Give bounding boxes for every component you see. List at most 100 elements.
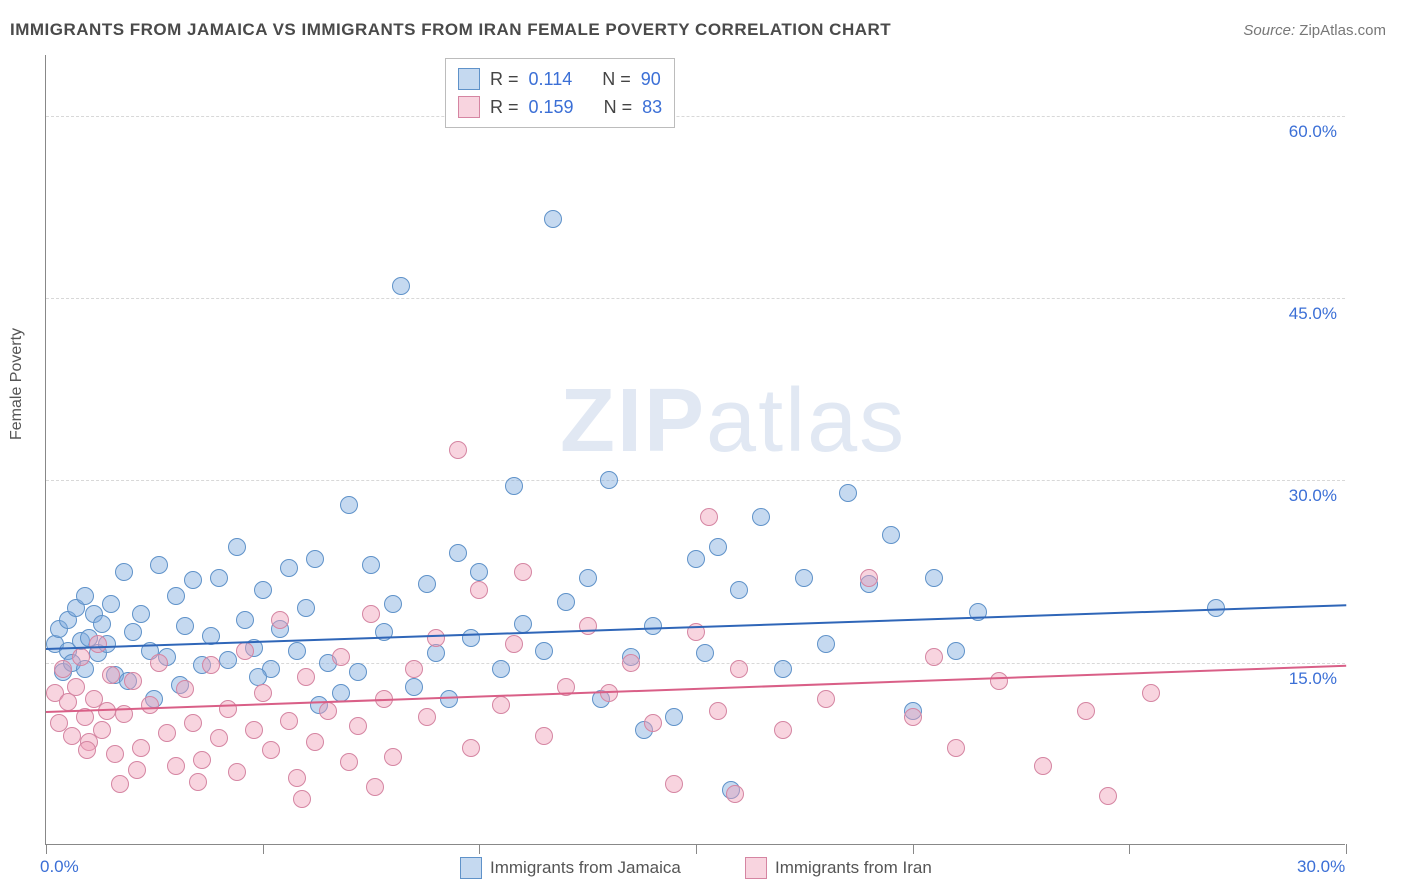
scatter-point bbox=[462, 739, 480, 757]
scatter-point bbox=[774, 660, 792, 678]
scatter-point bbox=[167, 587, 185, 605]
legend-item: Immigrants from Iran bbox=[745, 857, 932, 879]
scatter-point bbox=[98, 702, 116, 720]
stats-label-r: R = bbox=[490, 93, 519, 121]
legend-item: Immigrants from Jamaica bbox=[460, 857, 681, 879]
scatter-point bbox=[462, 629, 480, 647]
legend-label: Immigrants from Jamaica bbox=[490, 858, 681, 878]
scatter-point bbox=[947, 739, 965, 757]
scatter-point bbox=[709, 702, 727, 720]
scatter-point bbox=[132, 605, 150, 623]
scatter-point bbox=[925, 569, 943, 587]
scatter-point bbox=[176, 617, 194, 635]
scatter-point bbox=[93, 721, 111, 739]
scatter-point bbox=[54, 660, 72, 678]
x-tick-mark bbox=[913, 844, 914, 854]
scatter-point bbox=[128, 761, 146, 779]
scatter-point bbox=[392, 277, 410, 295]
scatter-point bbox=[150, 654, 168, 672]
scatter-point bbox=[102, 666, 120, 684]
scatter-point bbox=[176, 680, 194, 698]
scatter-point bbox=[210, 729, 228, 747]
scatter-point bbox=[150, 556, 168, 574]
scatter-point bbox=[280, 559, 298, 577]
scatter-point bbox=[306, 733, 324, 751]
scatter-point bbox=[405, 678, 423, 696]
scatter-point bbox=[158, 724, 176, 742]
scatter-point bbox=[72, 648, 90, 666]
scatter-point bbox=[384, 748, 402, 766]
scatter-point bbox=[579, 617, 597, 635]
scatter-point bbox=[665, 708, 683, 726]
scatter-point bbox=[925, 648, 943, 666]
stats-value-n: 90 bbox=[641, 65, 661, 93]
scatter-point bbox=[644, 714, 662, 732]
scatter-point bbox=[817, 635, 835, 653]
x-tick-mark bbox=[263, 844, 264, 854]
scatter-point bbox=[990, 672, 1008, 690]
scatter-point bbox=[349, 717, 367, 735]
scatter-point bbox=[544, 210, 562, 228]
legend-swatch bbox=[745, 857, 767, 879]
scatter-point bbox=[193, 751, 211, 769]
scatter-point bbox=[492, 696, 510, 714]
scatter-point bbox=[860, 569, 878, 587]
scatter-point bbox=[340, 496, 358, 514]
stats-legend-box: R =0.114 N =90R =0.159 N =83 bbox=[445, 58, 675, 128]
scatter-point bbox=[579, 569, 597, 587]
scatter-point bbox=[700, 508, 718, 526]
scatter-point bbox=[535, 727, 553, 745]
scatter-point bbox=[418, 708, 436, 726]
x-tick-mark bbox=[696, 844, 697, 854]
scatter-point bbox=[254, 581, 272, 599]
scatter-point bbox=[795, 569, 813, 587]
scatter-point bbox=[709, 538, 727, 556]
scatter-point bbox=[730, 581, 748, 599]
scatter-point bbox=[449, 441, 467, 459]
scatter-point bbox=[405, 660, 423, 678]
y-tick-label: 30.0% bbox=[1289, 486, 1337, 506]
scatter-point bbox=[418, 575, 436, 593]
scatter-point bbox=[514, 563, 532, 581]
scatter-point bbox=[319, 702, 337, 720]
x-tick-mark bbox=[46, 844, 47, 854]
scatter-point bbox=[332, 648, 350, 666]
y-tick-label: 15.0% bbox=[1289, 669, 1337, 689]
scatter-point bbox=[219, 651, 237, 669]
scatter-point bbox=[76, 587, 94, 605]
scatter-point bbox=[297, 599, 315, 617]
scatter-point bbox=[557, 593, 575, 611]
legend-swatch bbox=[460, 857, 482, 879]
scatter-point bbox=[141, 696, 159, 714]
scatter-point bbox=[210, 569, 228, 587]
scatter-point bbox=[1142, 684, 1160, 702]
scatter-point bbox=[752, 508, 770, 526]
scatter-point bbox=[440, 690, 458, 708]
x-tick-label: 0.0% bbox=[40, 857, 79, 877]
scatter-point bbox=[492, 660, 510, 678]
scatter-point bbox=[449, 544, 467, 562]
scatter-point bbox=[726, 785, 744, 803]
scatter-point bbox=[622, 654, 640, 672]
source-attribution: Source: ZipAtlas.com bbox=[1243, 22, 1386, 39]
x-tick-mark bbox=[479, 844, 480, 854]
scatter-point bbox=[115, 563, 133, 581]
scatter-point bbox=[202, 656, 220, 674]
scatter-point bbox=[262, 741, 280, 759]
scatter-point bbox=[184, 714, 202, 732]
legend-label: Immigrants from Iran bbox=[775, 858, 932, 878]
scatter-point bbox=[384, 595, 402, 613]
scatter-point bbox=[366, 778, 384, 796]
scatter-point bbox=[271, 611, 289, 629]
scatter-point bbox=[236, 642, 254, 660]
x-tick-label: 30.0% bbox=[1297, 857, 1345, 877]
scatter-point bbox=[189, 773, 207, 791]
stats-row: R =0.114 N =90 bbox=[458, 65, 662, 93]
scatter-point bbox=[774, 721, 792, 739]
scatter-point bbox=[349, 663, 367, 681]
scatter-point bbox=[696, 644, 714, 662]
scatter-point bbox=[817, 690, 835, 708]
scatter-point bbox=[514, 615, 532, 633]
scatter-point bbox=[1077, 702, 1095, 720]
scatter-point bbox=[93, 615, 111, 633]
